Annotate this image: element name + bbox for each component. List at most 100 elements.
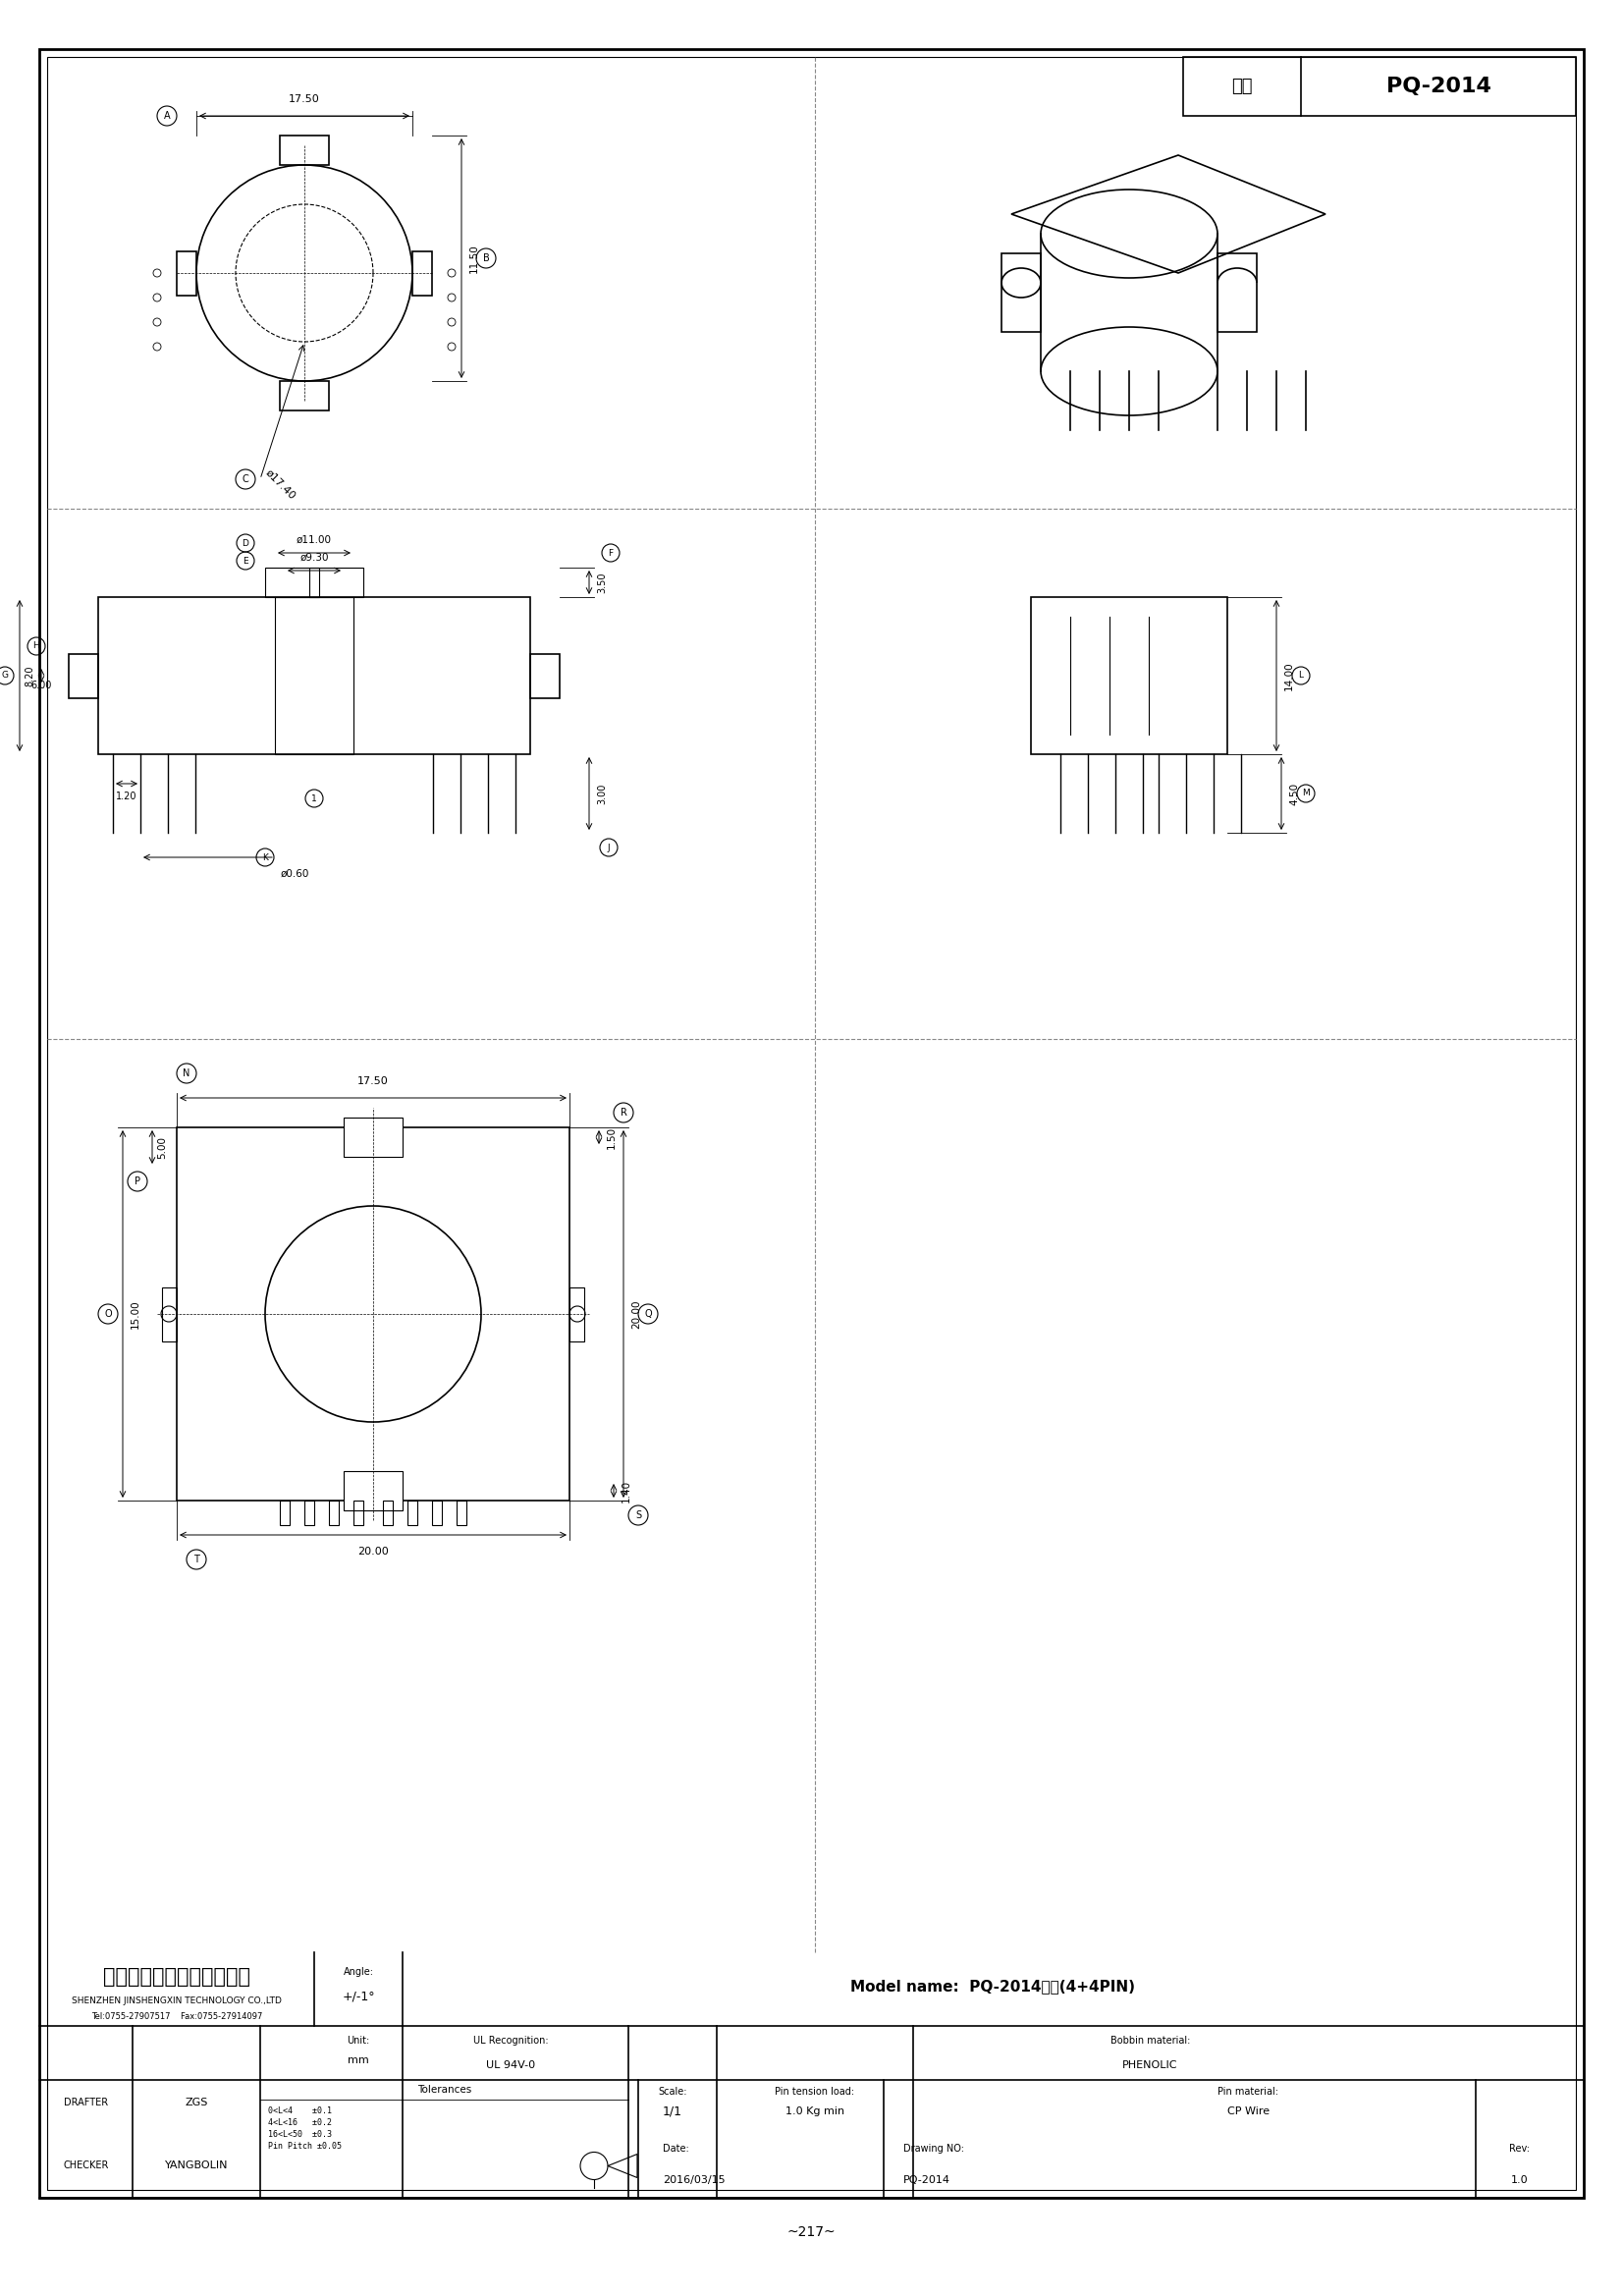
Bar: [279, 381, 329, 411]
Text: 1: 1: [312, 794, 316, 804]
Bar: [570, 1288, 584, 1341]
Text: CHECKER: CHECKER: [63, 2161, 109, 2170]
Bar: [1183, 57, 1576, 115]
Text: F: F: [609, 549, 613, 558]
Text: 20.00: 20.00: [357, 1548, 388, 1557]
Text: 1.20: 1.20: [117, 792, 138, 801]
Bar: [279, 1502, 289, 1525]
Bar: [279, 135, 329, 165]
Text: ~217~: ~217~: [787, 2225, 836, 2239]
Text: +/-1°: +/-1°: [342, 1991, 375, 2002]
Text: CP Wire: CP Wire: [1227, 2105, 1269, 2117]
Text: Angle:: Angle:: [342, 1968, 373, 1977]
Text: UL 94V-0: UL 94V-0: [485, 2060, 536, 2071]
Bar: [354, 1502, 364, 1525]
Text: 17.50: 17.50: [357, 1077, 388, 1086]
Text: UL Recognition:: UL Recognition:: [472, 2037, 549, 2046]
Text: 14.00: 14.00: [1284, 661, 1294, 691]
Text: mm: mm: [347, 2055, 368, 2064]
Bar: [97, 597, 531, 753]
Bar: [383, 1502, 393, 1525]
Text: Scale:: Scale:: [657, 2087, 687, 2096]
Text: Pin Pitch ±0.05: Pin Pitch ±0.05: [268, 2142, 342, 2151]
Text: T: T: [193, 1554, 200, 1564]
Text: 5.00: 5.00: [157, 1137, 167, 1157]
Text: 20.00: 20.00: [631, 1300, 641, 1329]
Text: ZGS: ZGS: [185, 2096, 208, 2108]
Bar: [274, 597, 354, 753]
Bar: [177, 1127, 570, 1502]
Text: ø11.00: ø11.00: [297, 535, 331, 544]
Text: YANGBOLIN: YANGBOLIN: [164, 2161, 229, 2170]
Text: 深圳市金盛鑫科技有限公司: 深圳市金盛鑫科技有限公司: [104, 1968, 250, 1986]
Bar: [1217, 253, 1256, 333]
Text: Pin material:: Pin material:: [1217, 2087, 1279, 2096]
Text: C: C: [242, 475, 248, 484]
Text: 3.00: 3.00: [597, 783, 607, 804]
Text: DRAFTER: DRAFTER: [63, 2096, 109, 2108]
Text: O: O: [104, 1309, 112, 1318]
Text: B: B: [482, 253, 489, 264]
Text: Pin tension load:: Pin tension load:: [776, 2087, 855, 2096]
Text: J: J: [607, 843, 610, 852]
Bar: [344, 1118, 403, 1157]
Text: H: H: [32, 643, 39, 650]
Bar: [1001, 253, 1040, 333]
Text: P: P: [135, 1176, 141, 1187]
Text: 1.0 Kg min: 1.0 Kg min: [786, 2105, 844, 2117]
Text: ø0.60: ø0.60: [281, 870, 308, 879]
Text: 3.50: 3.50: [597, 572, 607, 592]
Text: Date:: Date:: [662, 2144, 690, 2154]
Bar: [407, 1502, 417, 1525]
Text: G: G: [2, 670, 8, 680]
Text: ø17.40: ø17.40: [263, 468, 297, 501]
Text: K: K: [263, 852, 268, 861]
Bar: [162, 1288, 177, 1341]
Text: 6.00: 6.00: [31, 680, 52, 691]
Bar: [412, 250, 432, 296]
Text: Bobbin material:: Bobbin material:: [1110, 2037, 1190, 2046]
Text: PQ-2014: PQ-2014: [904, 2174, 951, 2186]
Text: 4.50: 4.50: [1289, 783, 1298, 806]
Text: R: R: [620, 1107, 626, 1118]
Bar: [432, 1502, 441, 1525]
Text: SHENZHEN JINSHENGXIN TECHNOLOGY CO.,LTD: SHENZHEN JINSHENGXIN TECHNOLOGY CO.,LTD: [71, 1998, 282, 2007]
Text: S: S: [635, 1511, 641, 1520]
Text: 1/1: 1/1: [662, 2105, 682, 2117]
Bar: [329, 1502, 339, 1525]
Text: 15.00: 15.00: [130, 1300, 141, 1329]
Bar: [310, 567, 364, 597]
Bar: [68, 654, 97, 698]
Text: ø9.30: ø9.30: [300, 553, 329, 563]
Text: 2016/03/15: 2016/03/15: [662, 2174, 725, 2186]
Text: 11.50: 11.50: [469, 243, 479, 273]
Bar: [265, 567, 320, 597]
Bar: [531, 654, 560, 698]
Text: D: D: [242, 540, 248, 546]
Text: 型号: 型号: [1232, 78, 1253, 94]
Text: Rev:: Rev:: [1509, 2144, 1530, 2154]
Text: Drawing NO:: Drawing NO:: [904, 2144, 964, 2154]
Bar: [456, 1502, 466, 1525]
Text: 1.50: 1.50: [607, 1125, 617, 1148]
Text: 8.20: 8.20: [24, 666, 34, 687]
Bar: [177, 250, 196, 296]
Text: Model name:  PQ-2014立式(4+4PIN): Model name: PQ-2014立式(4+4PIN): [850, 1979, 1136, 1993]
Text: PHENOLIC: PHENOLIC: [1123, 2060, 1178, 2071]
Bar: [1031, 597, 1227, 753]
Text: Unit:: Unit:: [347, 2037, 370, 2046]
Bar: [305, 1502, 315, 1525]
Text: PQ-2014: PQ-2014: [1386, 76, 1492, 96]
Text: 16<L<50  ±0.3: 16<L<50 ±0.3: [268, 2131, 331, 2140]
Text: A: A: [164, 110, 170, 122]
Text: L: L: [1298, 670, 1303, 680]
Text: 0<L<4    ±0.1: 0<L<4 ±0.1: [268, 2108, 331, 2117]
Text: 4<L<16   ±0.2: 4<L<16 ±0.2: [268, 2119, 331, 2128]
Text: Tel:0755-27907517    Fax:0755-27914097: Tel:0755-27907517 Fax:0755-27914097: [91, 2011, 263, 2020]
Text: Tolerances: Tolerances: [417, 2085, 471, 2094]
Text: 17.50: 17.50: [289, 94, 320, 103]
Text: 1.0: 1.0: [1511, 2174, 1529, 2186]
Bar: [344, 1472, 403, 1511]
Text: 1.40: 1.40: [622, 1479, 631, 1502]
Text: Q: Q: [644, 1309, 652, 1318]
